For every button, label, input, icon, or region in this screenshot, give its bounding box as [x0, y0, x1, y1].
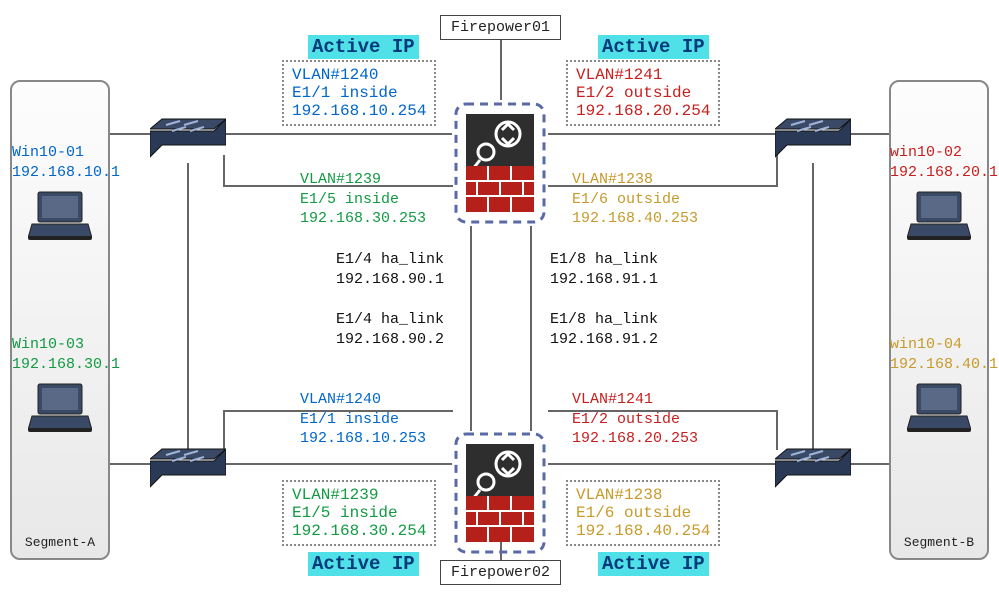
switch-icon [775, 115, 851, 164]
interface-box: VLAN#1238 E1/6 outside 192.168.40.254 [566, 480, 720, 546]
host-win10-03-label: Win10-03 192.168.30.1 [12, 335, 120, 374]
laptop-icon [907, 190, 971, 242]
active-ip-label: Active IP [598, 35, 709, 59]
host-win10-02-label: win10-02 192.168.20.1 [890, 143, 998, 182]
interface-box: VLAN#1240 E1/1 inside 192.168.10.254 [282, 60, 436, 126]
firewall-1-label: Firepower01 [440, 15, 561, 40]
connection-line [500, 40, 502, 100]
interface-text: VLAN#1241 E1/2 outside 192.168.20.253 [572, 390, 698, 449]
network-diagram: Segment-A Segment-B Win10-01 192.168.10.… [0, 0, 999, 594]
segment-b-label: Segment-B [891, 535, 987, 550]
connection-line [470, 226, 472, 431]
firewall-icon [452, 430, 548, 561]
switch-icon [150, 115, 226, 164]
interface-text: VLAN#1240 E1/1 inside 192.168.10.253 [300, 390, 426, 449]
active-ip-label: Active IP [308, 35, 419, 59]
active-ip-label: Active IP [598, 552, 709, 576]
connection-line [776, 410, 778, 450]
firewall-2-label: Firepower02 [440, 560, 561, 585]
interface-text: VLAN#1239 E1/5 inside 192.168.30.253 [300, 170, 426, 229]
laptop-icon [907, 382, 971, 434]
active-ip-label: Active IP [308, 552, 419, 576]
switch-icon [775, 445, 851, 494]
firewall-icon [452, 100, 548, 231]
ha-link-text: E1/4 ha_link 192.168.90.1 [336, 250, 444, 289]
ha-link-text: E1/8 ha_link 192.168.91.2 [550, 310, 658, 349]
ha-link-text: E1/4 ha_link 192.168.90.2 [336, 310, 444, 349]
interface-box: VLAN#1239 E1/5 inside 192.168.30.254 [282, 480, 436, 546]
connection-line [223, 410, 225, 450]
interface-box: VLAN#1241 E1/2 outside 192.168.20.254 [566, 60, 720, 126]
connection-line [812, 163, 814, 449]
interface-text: VLAN#1238 E1/6 outside 192.168.40.253 [572, 170, 698, 229]
switch-icon [150, 445, 226, 494]
host-win10-04-label: win10-04 192.168.40.1 [890, 335, 998, 374]
host-win10-01-label: Win10-01 192.168.10.1 [12, 143, 120, 182]
laptop-icon [28, 190, 92, 242]
connection-line [530, 226, 532, 431]
segment-a-label: Segment-A [12, 535, 108, 550]
laptop-icon [28, 382, 92, 434]
ha-link-text: E1/8 ha_link 192.168.91.1 [550, 250, 658, 289]
connection-line [187, 163, 189, 449]
